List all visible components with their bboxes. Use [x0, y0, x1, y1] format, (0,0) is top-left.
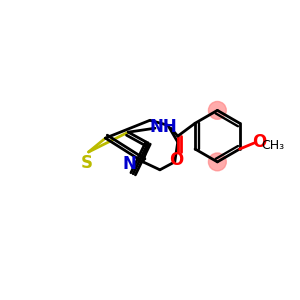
Text: S: S: [81, 154, 93, 172]
Text: NH: NH: [149, 118, 177, 136]
Circle shape: [208, 153, 226, 171]
Circle shape: [208, 101, 226, 119]
Text: CH₃: CH₃: [261, 139, 284, 152]
Text: O: O: [169, 151, 184, 169]
Text: O: O: [252, 133, 266, 151]
Text: N: N: [122, 155, 136, 173]
